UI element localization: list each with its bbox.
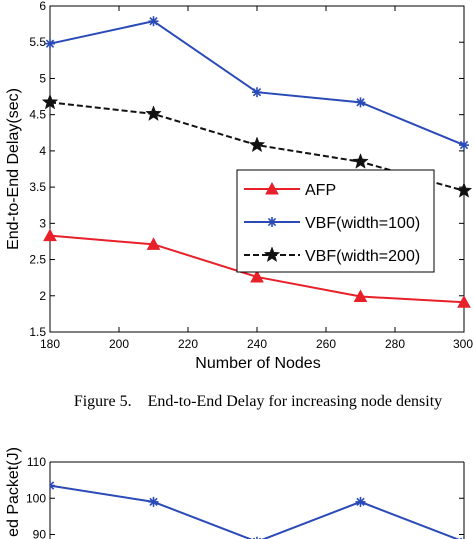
y-tick-label: 5.5 [29,35,46,49]
data-point [45,38,55,49]
legend-entry: VBF(width=100) [244,215,420,232]
y-axis-label: End-to-End Delay(sec) [5,88,22,250]
data-point [148,16,159,27]
data-point [455,182,473,198]
data-point [148,496,159,507]
data-point [252,536,262,539]
energy-chart: 110 100 90 ed Packet(J) [5,447,465,539]
y-tick-label: 4.5 [29,108,46,122]
x-axis-label: Number of Nodes [195,355,320,372]
legend-marker [263,246,281,263]
legend-label: VBF(width=100) [305,215,420,232]
y-tick-label: 2.5 [29,253,46,267]
y-tick-label: 6 [39,0,46,13]
data-point [250,269,264,283]
data-point [352,153,369,169]
data-point [50,480,55,491]
y-tick-label: 90 [33,528,47,539]
legend-label: AFP [305,182,336,199]
y-tick-label: 1.5 [29,325,46,339]
x-axis-ticks: 180 200 220 240 260 280 300 [40,6,473,351]
x-tick-label: 200 [109,337,129,351]
data-point [252,87,262,98]
x-tick-label: 260 [316,337,336,351]
x-tick-label: 240 [247,337,267,351]
data-point [43,228,57,242]
y-axis-label-2: ed Packet(J) [5,447,22,537]
data-point [459,140,469,151]
y-tick-label: 3.5 [29,180,46,194]
legend-label: VBF(width=200) [305,248,420,265]
legend-entry: AFP [244,181,336,199]
x-tick-label: 280 [385,337,405,351]
figure-caption: Figure 5. End-to-End Delay for increasin… [74,393,442,410]
y-tick-label: 5 [39,71,46,85]
y-tick-label: 110 [27,455,46,469]
data-point [248,136,266,153]
data-point [355,496,366,507]
y-tick-label: 100 [26,491,46,505]
y-tick-label: 2 [39,289,46,303]
y-tick-label: 4 [39,144,46,158]
legend-entry: VBF(width=200) [244,246,420,265]
legend-marker [267,217,277,227]
x-tick-label: 300 [453,337,473,351]
x-tick-label: 220 [178,337,198,351]
data-point [41,93,59,110]
x-tick-label: 180 [40,337,60,351]
legend: AFP VBF(width=100) VBF(width=200) [236,169,435,273]
series-line-2-0 [50,484,460,539]
data-point [355,97,366,108]
data-point [145,105,162,121]
series-group-2 [50,480,464,539]
plot-area-1 [49,5,465,333]
y-axis-ticks: 1.5 2 2.5 3 3.5 4 4.5 5 5.5 6 [29,0,464,339]
y-tick-label: 3 [39,216,46,230]
data-point [457,295,471,308]
delay-chart: 1.5 2 2.5 3 3.5 4 4.5 5 5.5 6 180 200 220 240 260 280 3… [5,0,473,372]
legend-marker [265,181,279,195]
data-point [353,289,368,303]
data-point [146,237,161,250]
y-axis-ticks-2: 110 100 90 [26,455,464,539]
